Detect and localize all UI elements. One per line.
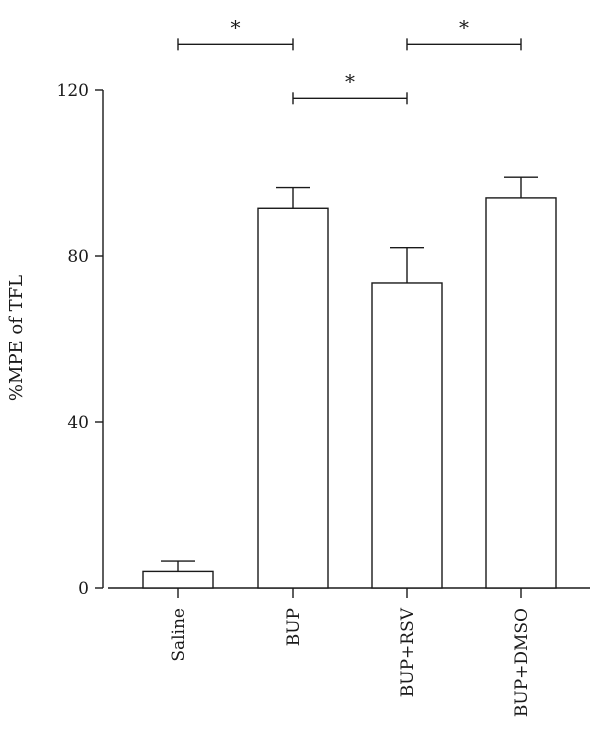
bar (371, 282, 443, 589)
y-axis-title: %MPE of TFL (6, 275, 27, 401)
x-tick-label: BUP+DMSO (512, 608, 532, 717)
bars (142, 176, 557, 589)
significance-markers: * * * (177, 15, 522, 105)
y-tick-label: 120 (57, 81, 89, 101)
bar (142, 570, 214, 589)
y-tick-label: 80 (67, 247, 89, 267)
x-tick-label: Saline (169, 608, 189, 662)
y-tick-label: 0 (78, 579, 89, 599)
x-tick-label: BUP (284, 608, 304, 646)
x-tick-label: BUP+RSV (398, 607, 418, 697)
significance-label: * (231, 15, 241, 39)
significance-label: * (459, 15, 469, 39)
significance-label: * (345, 69, 355, 93)
y-tick-label: 40 (67, 413, 89, 433)
bar (257, 207, 329, 589)
bar (485, 197, 557, 589)
